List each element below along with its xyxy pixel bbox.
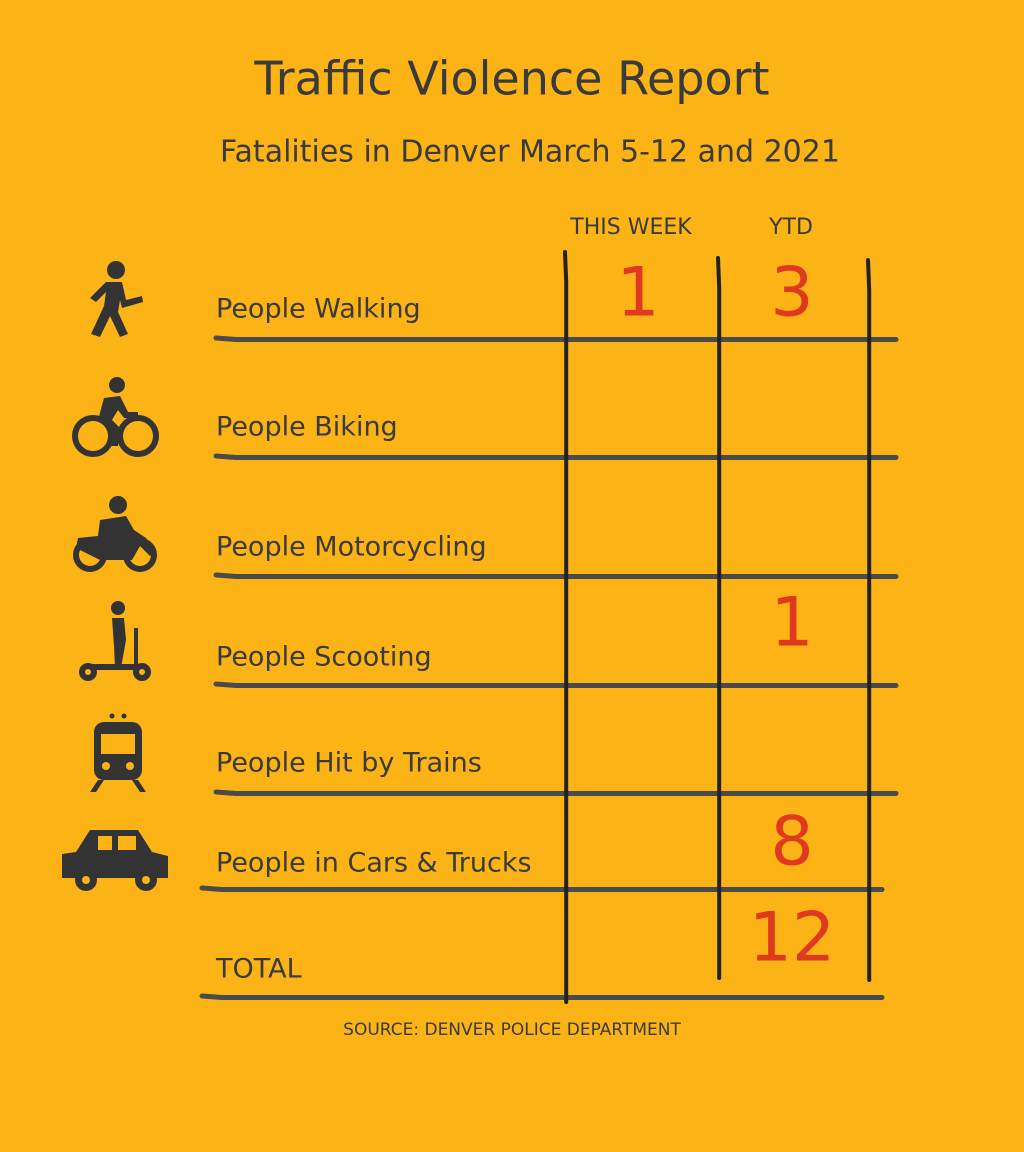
row-label: People Scooting bbox=[216, 642, 432, 673]
car-icon bbox=[62, 830, 168, 891]
row-line bbox=[199, 885, 885, 892]
cell-value: 12 bbox=[749, 899, 836, 978]
column-header: THIS WEEK bbox=[569, 215, 692, 240]
column-line bbox=[716, 256, 722, 980]
scooting-icon bbox=[79, 601, 151, 681]
cell-value: 3 bbox=[770, 254, 813, 333]
title: Traffic Violence Report bbox=[253, 52, 769, 106]
row-line bbox=[213, 335, 899, 342]
row-label: TOTAL bbox=[215, 954, 302, 985]
column-line bbox=[866, 258, 872, 982]
cell-value: 1 bbox=[770, 584, 813, 663]
column-header: YTD bbox=[768, 215, 813, 240]
subtitle: Fatalities in Denver March 5-12 and 2021 bbox=[220, 135, 840, 170]
row-label: People Biking bbox=[216, 412, 398, 443]
row-line bbox=[213, 789, 899, 796]
motorcycling-icon bbox=[73, 496, 157, 572]
cell-value: 1 bbox=[616, 254, 659, 333]
row-label: People in Cars & Trucks bbox=[216, 848, 532, 879]
biking-icon bbox=[72, 377, 159, 457]
row-label: People Motorcycling bbox=[216, 532, 487, 563]
source: SOURCE: DENVER POLICE DEPARTMENT bbox=[343, 1020, 681, 1040]
cell-value: 8 bbox=[770, 803, 813, 882]
row-line bbox=[213, 572, 899, 579]
row-label: People Hit by Trains bbox=[216, 748, 482, 779]
column-line bbox=[563, 250, 569, 1004]
row-line bbox=[199, 993, 885, 1000]
row-label: People Walking bbox=[216, 294, 421, 325]
walking-icon bbox=[90, 261, 143, 337]
train-icon bbox=[90, 713, 146, 792]
row-line bbox=[213, 453, 899, 460]
row-line bbox=[213, 681, 899, 688]
